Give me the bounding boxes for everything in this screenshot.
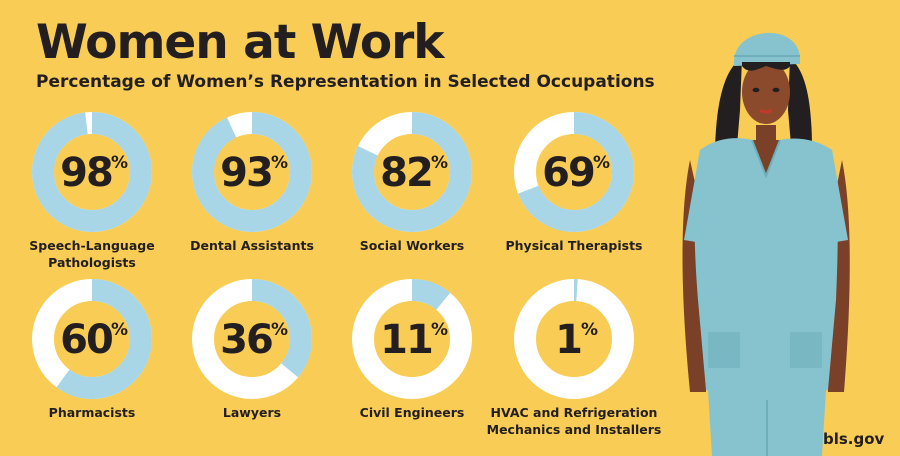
donut-category-label: Lawyers <box>223 405 281 420</box>
donut-4: 69 % Physical Therapists <box>505 112 643 253</box>
donut-7: 11 % Civil Engineers <box>352 279 472 420</box>
donut-value-arc <box>352 279 472 399</box>
donut-value-label: 60 <box>60 317 112 363</box>
donut-6: 36 % Lawyers <box>192 279 312 420</box>
donut-category-label: HVAC and Refrigeration <box>491 405 658 420</box>
donut-2: 93 % Dental Assistants <box>190 112 314 253</box>
donut-value-arc <box>352 112 472 232</box>
donut-unit-label: % <box>271 153 288 173</box>
donut-1: 98 % Speech-Language Pathologists <box>29 112 155 270</box>
donut-unit-label: % <box>431 153 448 173</box>
donut-5: 60 % Pharmacists <box>32 279 152 420</box>
donut-category-label: Physical Therapists <box>505 238 642 253</box>
donut-value-arc <box>514 112 634 232</box>
donut-unit-label: % <box>271 320 288 340</box>
page-subtitle: Percentage of Women’s Representation in … <box>36 72 655 92</box>
donut-category-label: Civil Engineers <box>360 405 465 420</box>
donut-8: 1 % HVAC and Refrigeration Mechanics and In… <box>487 279 662 437</box>
donut-category-label: Pharmacists <box>49 405 136 420</box>
donut-value-arc <box>192 279 312 399</box>
donut-unit-label: % <box>111 153 128 173</box>
donut-category-label: Dental Assistants <box>190 238 314 253</box>
donut-value-label: 1 <box>555 317 581 363</box>
donut-category-label: Social Workers <box>360 238 465 253</box>
donut-value-label: 11 <box>380 317 432 363</box>
donut-unit-label: % <box>593 153 610 173</box>
donut-value-arc <box>514 279 634 399</box>
donut-value-label: 36 <box>220 317 272 363</box>
donut-value-label: 93 <box>220 150 272 196</box>
donut-value-label: 98 <box>60 150 112 196</box>
nurse-illustration <box>682 32 850 456</box>
donut-category-label: Speech-Language <box>29 238 154 253</box>
donut-unit-label: % <box>581 320 598 340</box>
donut-value-label: 69 <box>542 150 594 196</box>
donut-unit-label: % <box>111 320 128 340</box>
donut-category-label: Pathologists <box>48 255 136 270</box>
donut-value-arc <box>32 279 152 399</box>
page-title: Women at Work <box>36 15 445 70</box>
donut-value-arc <box>32 112 152 232</box>
donut-value-label: 82 <box>380 150 432 196</box>
donut-3: 82 % Social Workers <box>352 112 472 253</box>
source-credit: bls.gov <box>823 430 885 448</box>
donut-unit-label: % <box>431 320 448 340</box>
donut-category-label: Mechanics and Installers <box>487 422 662 437</box>
donut-value-arc <box>192 112 312 232</box>
